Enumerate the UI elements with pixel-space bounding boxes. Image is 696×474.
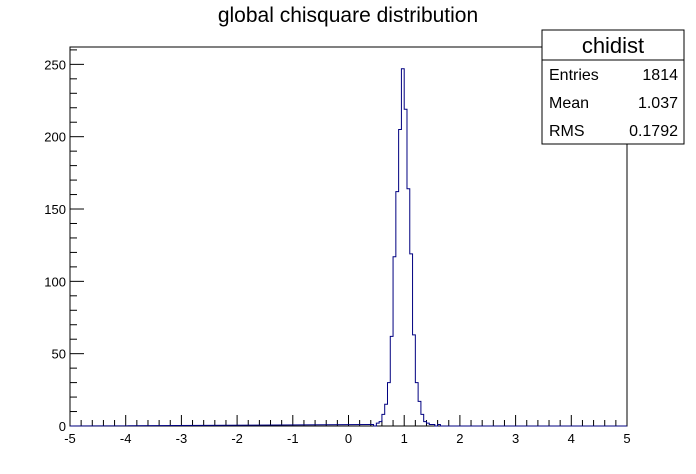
x-tick-label: 4 [568, 431, 575, 446]
stats-rms-value: 0.1792 [629, 123, 678, 140]
x-tick-label: 1 [401, 431, 408, 446]
stats-rms-label: RMS [549, 123, 585, 140]
x-tick-label: -4 [120, 431, 132, 446]
y-tick-label: 250 [44, 57, 66, 72]
x-tick-label: 0 [345, 431, 352, 446]
stats-entries-value: 1814 [642, 67, 678, 84]
y-tick-label: 200 [44, 130, 66, 145]
y-tick-label: 0 [59, 419, 66, 434]
stats-box-frame [541, 29, 685, 145]
stats-mean-value: 1.037 [638, 95, 678, 112]
x-tick-label: -1 [287, 431, 299, 446]
stats-box: chidist Entries 1814 Mean 1.037 RMS 0.17… [541, 29, 685, 145]
x-tick-label: -5 [64, 431, 76, 446]
x-tick-label: -2 [231, 431, 243, 446]
x-tick-label: -3 [176, 431, 188, 446]
chart-title: global chisquare distribution [218, 4, 478, 27]
y-axis: 0 50 100 150 200 250 [44, 49, 84, 434]
x-axis: -5 -4 -3 -2 -1 0 1 2 3 4 5 [64, 415, 631, 446]
x-tick-label: 2 [456, 431, 463, 446]
histogram-bars [371, 69, 441, 426]
stats-mean-label: Mean [549, 95, 589, 112]
y-tick-label: 100 [44, 274, 66, 289]
histogram-outline [69, 68, 627, 427]
stats-box-title: chidist [582, 33, 644, 58]
y-tick-label: 150 [44, 202, 66, 217]
y-tick-label: 50 [52, 347, 66, 362]
x-tick-label: 5 [623, 431, 630, 446]
stats-entries-label: Entries [549, 67, 599, 84]
x-tick-label: 3 [512, 431, 519, 446]
